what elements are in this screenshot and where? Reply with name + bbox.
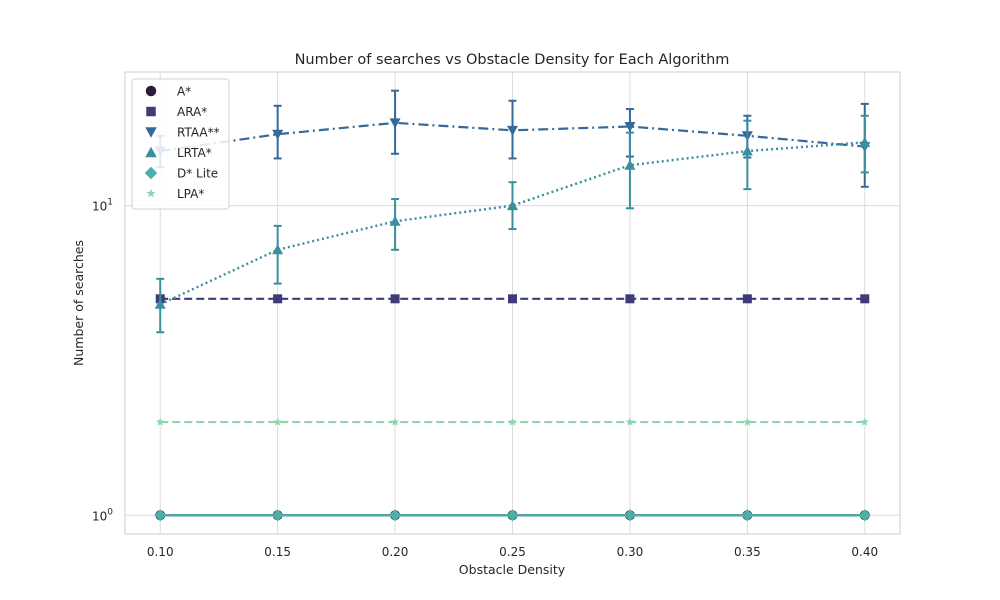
series-layer <box>154 89 871 522</box>
legend-marker <box>144 166 158 180</box>
data-point <box>154 298 166 309</box>
legend-label: D* Lite <box>177 167 218 181</box>
legend: A* ARA* RTAA** LRTA* D* Lite LPA* <box>131 78 230 210</box>
chart-title: Number of searches vs Obstacle Density f… <box>295 52 730 68</box>
data-point <box>624 122 636 133</box>
legend-marker <box>145 146 157 158</box>
legend-label: ARA* <box>177 105 207 119</box>
legend-marker <box>146 188 156 198</box>
plot-area-frame <box>124 71 901 535</box>
x-tick-label: 0.35 <box>734 545 761 559</box>
legend-label: LPA* <box>177 187 204 201</box>
series-lpa <box>155 417 870 426</box>
data-point <box>741 145 753 156</box>
data-point <box>741 509 754 522</box>
data-point <box>860 294 870 304</box>
data-point <box>273 294 283 304</box>
x-tick-label: 0.30 <box>617 545 644 559</box>
data-point <box>860 417 870 426</box>
data-point <box>272 129 284 140</box>
data-point <box>858 509 871 522</box>
data-point <box>625 294 635 304</box>
data-point <box>508 417 517 426</box>
data-point <box>390 417 400 426</box>
series-d-lite <box>154 509 871 522</box>
x-tick-label: 0.40 <box>851 545 878 559</box>
legend-marker <box>146 106 156 117</box>
x-tick-label: 0.20 <box>382 545 409 559</box>
data-point <box>508 294 517 304</box>
x-tick-label: 0.25 <box>499 545 526 559</box>
data-point <box>154 509 167 522</box>
y-tick-label: 100 <box>92 507 113 523</box>
legend-marker <box>145 85 157 97</box>
tick-labels: 0.10 0.15 0.20 0.25 0.30 0.35 0.40 100 101 <box>92 198 878 559</box>
data-point <box>743 417 752 426</box>
data-point <box>390 294 400 304</box>
legend-marker <box>145 127 157 138</box>
legend-label: A* <box>177 85 191 99</box>
legend-box <box>131 78 230 210</box>
data-point <box>859 136 871 147</box>
data-point <box>271 509 284 522</box>
legend-label: RTAA** <box>177 126 220 140</box>
data-point <box>389 509 402 522</box>
series-lrta <box>154 114 871 334</box>
data-point <box>625 417 635 426</box>
data-point <box>507 125 518 136</box>
data-point <box>273 417 282 426</box>
y-axis-label: Number of searches <box>71 240 86 366</box>
data-point <box>155 417 165 426</box>
legend-label: LRTA* <box>177 146 212 160</box>
x-axis-label: Obstacle Density <box>459 562 566 577</box>
data-point <box>507 200 518 211</box>
x-tick-label: 0.10 <box>147 545 174 559</box>
data-point <box>742 294 752 304</box>
data-point <box>506 509 519 522</box>
data-point <box>389 215 401 226</box>
data-point <box>389 118 401 129</box>
data-point <box>624 159 636 170</box>
x-tick-label: 0.15 <box>264 545 291 559</box>
data-point <box>272 244 284 255</box>
data-point <box>623 509 636 522</box>
y-tick-label: 101 <box>92 198 113 214</box>
